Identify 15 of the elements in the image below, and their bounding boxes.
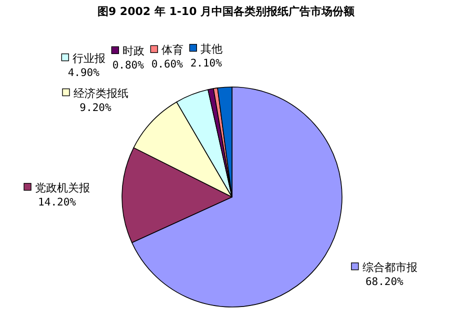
legend-label: 综合都市报 [362,260,418,274]
data-label: 2.10% [190,57,223,70]
data-label: 0.60% [151,58,184,71]
data-label: 14.20% [38,196,77,208]
data-label: 9.20% [80,102,112,114]
legend-label: 其他 [200,42,223,56]
legend-label: 党政机关报 [35,181,90,194]
chart-title: 图9 2002 年 1-10 月中国各类别报纸广告市场份额 [97,5,356,18]
legend-label: 体育 [162,44,184,57]
legend-label: 行业报 [72,52,106,65]
data-label: 4.90% [68,66,100,79]
legend-label: 时政 [122,44,145,58]
data-label: 68.20% [365,276,404,288]
legend-label: 经济类报纸 [73,86,128,100]
data-label: 0.80% [112,60,145,72]
